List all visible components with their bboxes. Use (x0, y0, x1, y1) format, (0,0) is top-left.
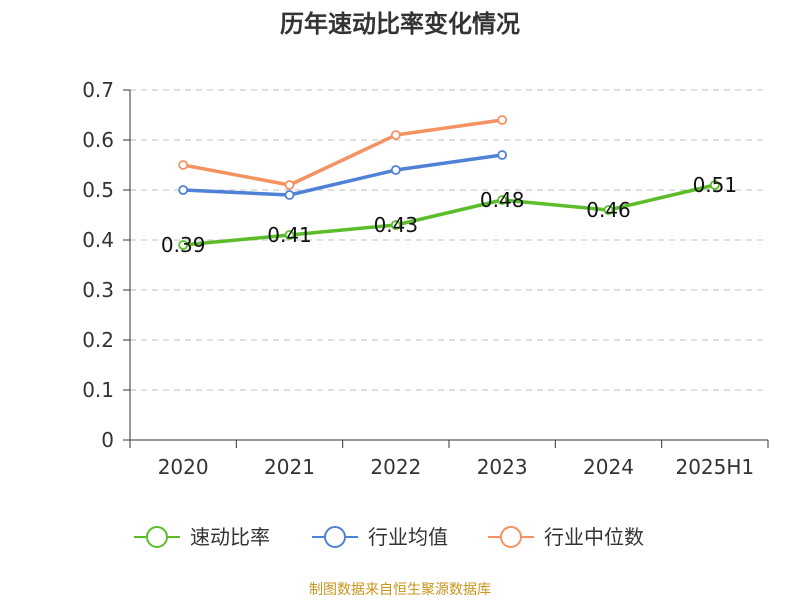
y-tick-label: 0.3 (82, 278, 114, 302)
data-point (709, 180, 720, 190)
series-group (178, 115, 720, 250)
x-tick-label: 2022 (370, 455, 421, 479)
y-tick-label: 0.1 (82, 378, 114, 402)
x-tick-label: 2023 (477, 455, 528, 479)
data-point (284, 180, 295, 190)
data-labels: 0.39 0.41 0.43 0.48 0.46 0.51 (161, 173, 737, 257)
data-label: 0.41 (267, 223, 312, 247)
x-tick-label: 2021 (264, 455, 315, 479)
series-line (181, 118, 504, 187)
y-tick-label: 0 (101, 428, 114, 452)
data-point (178, 160, 189, 170)
x-tick-label: 2020 (158, 455, 209, 479)
data-label: 0.51 (693, 173, 738, 197)
legend-marker (324, 526, 346, 548)
y-tick-label: 0.4 (82, 228, 114, 252)
data-point (603, 205, 614, 215)
legend[interactable]: 速动比率 行业均值 行业中位数 (134, 525, 644, 549)
data-point (284, 190, 295, 200)
data-point (178, 185, 189, 195)
axes: 0 0.1 0.2 0.3 0.4 0.5 0.6 0.7 2020 2021 2022 2023 20… (82, 78, 769, 479)
data-point (390, 165, 401, 175)
x-tick-label: 2025H1 (675, 455, 754, 479)
data-label: 0.43 (374, 213, 419, 237)
data-label: 0.39 (161, 233, 206, 257)
data-point (390, 130, 401, 140)
data-point (390, 220, 401, 230)
legend-marker (146, 526, 168, 548)
y-tick-label: 0.6 (82, 128, 114, 152)
series-line (181, 183, 717, 247)
y-tick-label: 0.7 (82, 78, 114, 102)
data-label: 0.48 (480, 188, 525, 212)
y-tick-label: 0.2 (82, 328, 114, 352)
legend-item[interactable]: 行业中位数 (488, 525, 644, 549)
data-point (178, 240, 189, 250)
data-point (497, 115, 508, 125)
legend-label: 速动比率 (190, 525, 270, 549)
x-tick-label: 2024 (583, 455, 634, 479)
data-point (497, 195, 508, 205)
data-point (497, 150, 508, 160)
y-tick-label: 0.5 (82, 178, 114, 202)
legend-label: 行业均值 (368, 525, 448, 549)
legend-label: 行业中位数 (544, 525, 644, 549)
legend-item[interactable]: 行业均值 (312, 525, 448, 549)
chart-title: 历年速动比率变化情况 (280, 10, 520, 38)
legend-marker (500, 526, 522, 548)
source-note: 制图数据来自恒生聚源数据库 (309, 582, 491, 598)
legend-item[interactable]: 速动比率 (134, 525, 270, 549)
grid (130, 89, 768, 391)
series-line (181, 153, 504, 197)
data-label: 0.46 (586, 198, 631, 222)
data-point (284, 230, 295, 240)
